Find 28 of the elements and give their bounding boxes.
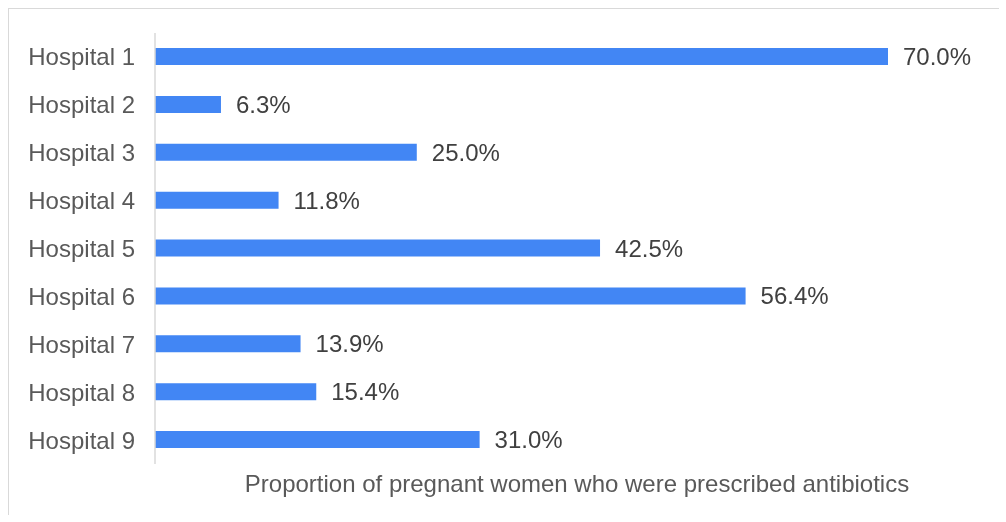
y-tick-label: Hospital 2 (28, 91, 135, 119)
data-label: 13.9% (315, 330, 384, 358)
data-label: 15.4% (331, 378, 400, 406)
data-label: 42.5% (615, 234, 684, 262)
bar (155, 335, 301, 353)
data-label: 6.3% (235, 90, 291, 118)
bar (155, 287, 746, 305)
y-tick-label: Hospital 3 (28, 139, 135, 167)
y-tick-label: Hospital 6 (28, 282, 135, 310)
data-label: 56.4% (760, 282, 829, 310)
data-label: 70.0% (903, 43, 972, 71)
y-tick-label: Hospital 9 (28, 426, 135, 454)
data-label: 31.0% (494, 426, 563, 454)
y-tick-label: Hospital 5 (28, 235, 135, 263)
y-tick-label: Hospital 8 (28, 378, 135, 406)
y-tick-label: Hospital 1 (28, 43, 135, 71)
bar (155, 95, 221, 113)
x-axis-title: Proportion of pregnant women who were prescribed antibiotics (244, 469, 910, 497)
bar (155, 143, 417, 161)
bar (155, 48, 888, 65)
data-label: 25.0% (431, 138, 500, 166)
bar (155, 191, 279, 209)
bar (155, 431, 480, 449)
bar (155, 239, 601, 257)
bar (155, 383, 317, 401)
data-label: 11.8% (293, 186, 360, 214)
y-tick-label: Hospital 7 (28, 330, 135, 358)
y-tick-label: Hospital 4 (28, 187, 135, 215)
